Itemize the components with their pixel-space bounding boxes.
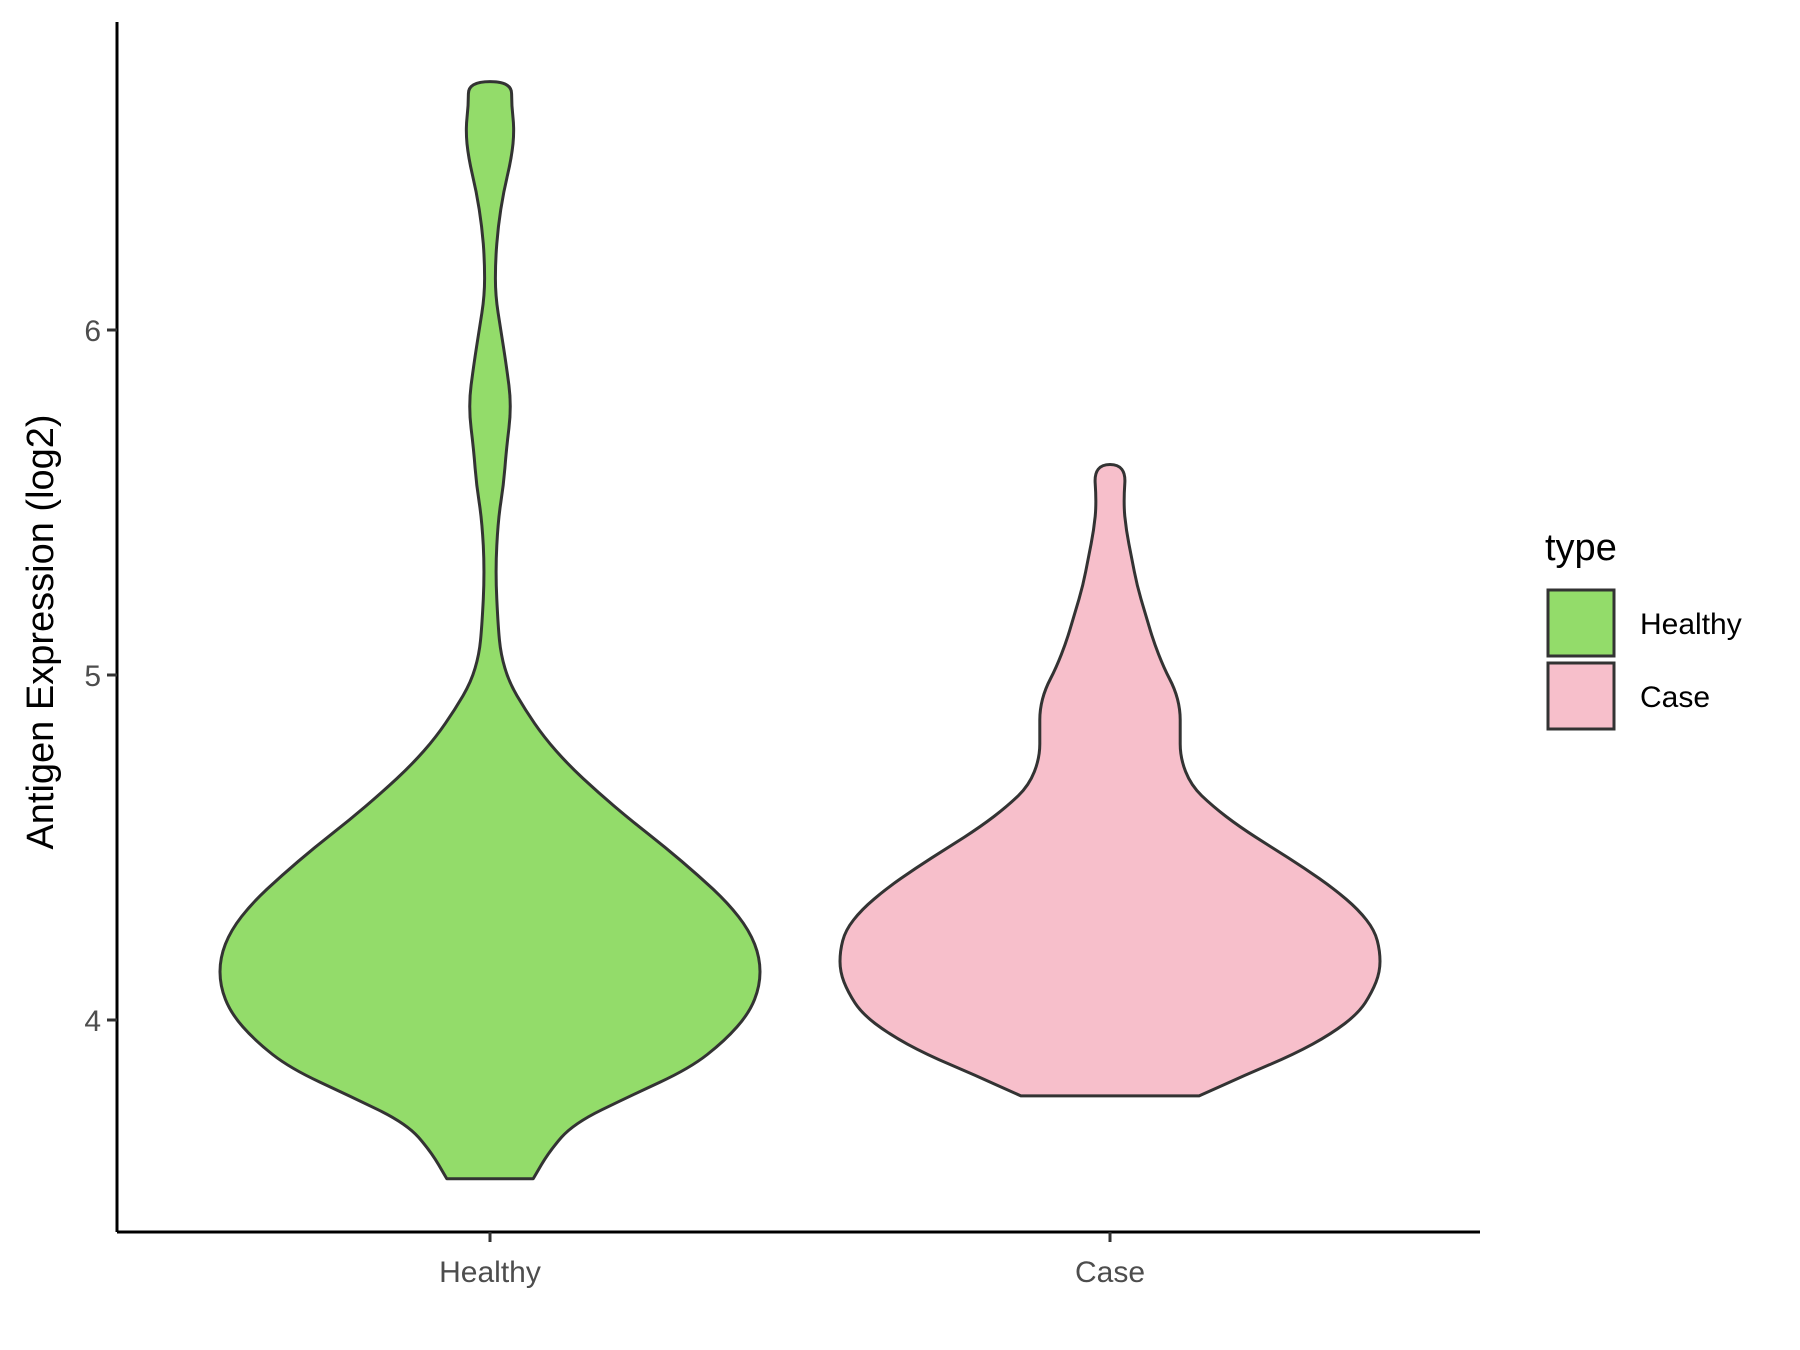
y-tick-label: 5 <box>84 660 101 693</box>
x-tick-label: Case <box>1075 1256 1145 1289</box>
violin-case <box>838 463 1382 1098</box>
y-tick-label: 4 <box>84 1005 101 1038</box>
x-tick-label: Healthy <box>439 1256 541 1289</box>
y-tick-label: 6 <box>84 315 101 348</box>
y-axis-title: Antigen Expression (log2) <box>20 414 62 849</box>
violin-healthy <box>218 80 762 1181</box>
violins-layer <box>218 80 1382 1181</box>
legend-label: Healthy <box>1640 608 1742 641</box>
legend-title: type <box>1545 527 1617 569</box>
legend-label: Case <box>1640 681 1710 714</box>
legend: type Healthy Case <box>1545 527 1742 731</box>
legend-swatch-case <box>1546 661 1616 731</box>
legend-swatch-healthy <box>1546 588 1616 658</box>
axes-layer: 4 5 6 Healthy Case <box>84 22 1480 1289</box>
